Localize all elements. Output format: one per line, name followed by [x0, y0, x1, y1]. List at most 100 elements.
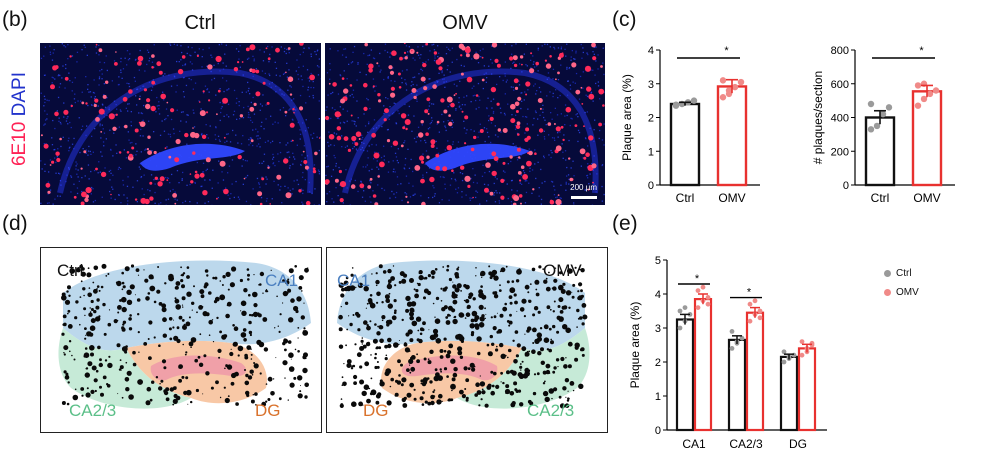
- dapi-speck: [328, 131, 330, 133]
- plaque-dot: [416, 51, 419, 54]
- plaque-dot: [108, 113, 115, 120]
- dapi-speck: [465, 132, 467, 134]
- dapi-speck: [258, 143, 260, 145]
- dapi-speck: [190, 55, 192, 57]
- data-point: [672, 101, 680, 108]
- plaque-dot: [55, 151, 60, 156]
- dapi-speck: [235, 48, 238, 50]
- dapi-speck: [403, 167, 405, 169]
- dapi-speck: [502, 170, 505, 172]
- dapi-speck: [522, 115, 524, 118]
- plaque-spot: [398, 340, 400, 341]
- plaque-spot: [225, 313, 230, 319]
- plaque-dot: [160, 93, 166, 100]
- plaque-spot: [89, 325, 96, 331]
- dapi-speck: [246, 58, 249, 60]
- plaque-spot: [548, 271, 550, 274]
- dapi-speck: [144, 149, 146, 151]
- dapi-speck: [485, 159, 487, 161]
- plaque-spot: [175, 386, 177, 388]
- dapi-speck: [219, 70, 221, 72]
- dapi-speck: [219, 101, 221, 104]
- dapi-speck: [406, 55, 408, 57]
- dapi-speck: [343, 70, 345, 72]
- plaque-dot: [208, 99, 211, 102]
- plaque-spot: [384, 344, 388, 349]
- plaque-spot: [457, 284, 459, 287]
- dapi-speck: [190, 79, 192, 81]
- dapi-speck: [479, 123, 481, 125]
- dapi-speck: [470, 177, 472, 180]
- plaque-spot: [578, 282, 583, 287]
- dapi-speck: [313, 164, 316, 166]
- dapi-speck: [478, 106, 480, 109]
- plaque-spot: [144, 278, 149, 283]
- dapi-speck: [40, 57, 43, 59]
- dapi-speck: [337, 195, 339, 197]
- plaque-dot: [81, 101, 85, 105]
- plaque-dot: [529, 68, 535, 74]
- dapi-speck: [82, 148, 84, 150]
- dapi-speck: [217, 196, 219, 199]
- dapi-speck: [138, 112, 140, 114]
- plaque-spot: [408, 358, 414, 364]
- plaque-dot: [489, 116, 494, 121]
- ctrl-image-title: Ctrl: [184, 12, 216, 34]
- dapi-speck: [123, 149, 125, 151]
- dapi-speck: [601, 139, 604, 141]
- plaque-spot: [516, 268, 522, 275]
- plaque-dot: [490, 86, 497, 93]
- plaque-dot: [465, 53, 470, 58]
- dapi-speck: [362, 136, 364, 139]
- plaque-spot: [414, 293, 419, 299]
- plaque-spot: [181, 304, 184, 306]
- dapi-speck: [335, 162, 337, 165]
- plaque-spot: [178, 315, 183, 320]
- plaque-spot: [366, 325, 371, 331]
- dapi-speck: [300, 188, 303, 190]
- dapi-speck: [574, 58, 576, 60]
- dapi-speck: [173, 132, 175, 135]
- y-tick-label: 1: [648, 146, 654, 158]
- plaque-spot: [429, 349, 434, 354]
- plaque-spot: [214, 296, 220, 302]
- dapi-speck: [499, 107, 502, 109]
- dapi-speck: [366, 97, 368, 100]
- dapi-speck: [461, 196, 463, 198]
- plaque-spot: [63, 370, 67, 374]
- dapi-speck: [158, 113, 161, 115]
- plaque-spot: [475, 382, 480, 387]
- dapi-speck: [598, 137, 600, 140]
- plaque-dot: [464, 175, 471, 182]
- dapi-speck: [370, 201, 372, 203]
- plaque-spot: [498, 289, 502, 292]
- dapi-speck: [188, 77, 190, 80]
- bar-omv-2: [797, 347, 817, 432]
- plaque-spot: [244, 355, 249, 360]
- plaque-spot: [365, 307, 367, 309]
- plaque-spot: [393, 342, 399, 348]
- dapi-speck: [59, 173, 61, 175]
- dapi-speck: [236, 71, 238, 73]
- plaque-spot: [457, 266, 460, 269]
- plaque-spot: [217, 348, 222, 353]
- dapi-speck: [71, 90, 73, 92]
- dapi-speck: [564, 48, 566, 50]
- dapi-speck: [238, 101, 240, 103]
- plaque-dot: [154, 176, 158, 180]
- dapi-speck: [513, 61, 515, 63]
- dapi-speck: [293, 156, 295, 158]
- dapi-speck: [526, 123, 528, 125]
- plaque-spot: [226, 301, 232, 307]
- dapi-speck: [194, 82, 197, 84]
- dapi-speck: [130, 121, 132, 123]
- dapi-speck: [62, 65, 64, 67]
- dapi-speck: [445, 129, 447, 132]
- dapi-speck: [432, 185, 434, 187]
- dapi-speck: [140, 151, 142, 153]
- dapi-speck: [239, 66, 241, 68]
- dapi-speck: [384, 43, 387, 45]
- dapi-speck: [301, 160, 303, 162]
- dapi-speck: [327, 119, 329, 121]
- plaque-spot: [124, 266, 130, 272]
